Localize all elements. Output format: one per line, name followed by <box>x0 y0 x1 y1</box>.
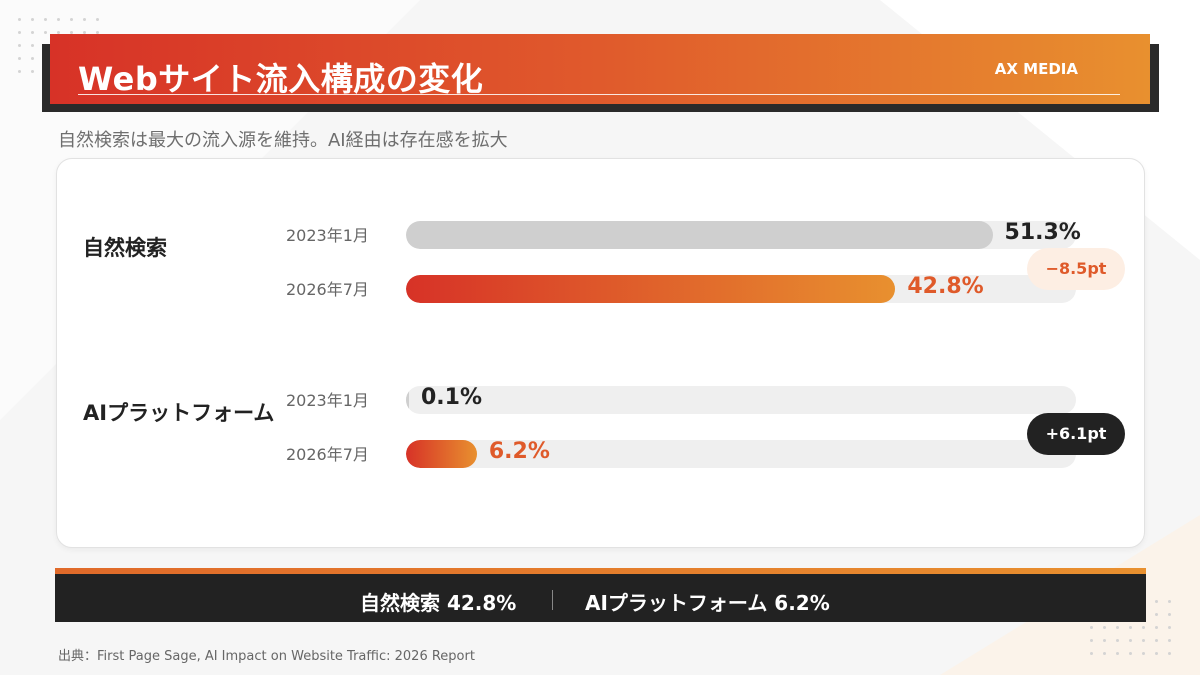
bar <box>406 275 896 303</box>
summary-natural-search: 自然検索 42.8% <box>360 591 517 615</box>
period-label: 2026年7月 <box>286 280 369 299</box>
change-badge: +6.1pt <box>1027 413 1125 455</box>
bar-track <box>406 386 1076 414</box>
group-label-ai-platform: AIプラットフォーム <box>83 401 275 425</box>
summary-ai-platform: AIプラットフォーム 6.2% <box>585 591 830 615</box>
bar-track <box>406 221 1076 249</box>
bar <box>406 386 409 414</box>
page-subtitle: 自然検索は最大の流入源を維持。AI経由は存在感を拡大 <box>58 130 508 151</box>
bar <box>406 440 477 468</box>
footer-accent-line <box>55 568 1146 574</box>
summary-bar: 自然検索 42.8% AIプラットフォーム 6.2% <box>55 574 1146 622</box>
data-label: 42.8% <box>907 274 984 299</box>
bar-track <box>406 275 1076 303</box>
chart-card: 自然検索 2023年1月 51.3% 2026年7月 42.8% −8.5pt AIプラット… <box>56 158 1145 548</box>
header-banner: Webサイト流入構成の変化 AX MEDIA <box>50 34 1150 104</box>
group-label-natural-search: 自然検索 <box>83 236 167 260</box>
data-label: 51.3% <box>1004 220 1081 245</box>
brand-label: AX MEDIA <box>994 60 1078 78</box>
period-label: 2023年1月 <box>286 391 369 410</box>
data-label: 6.2% <box>488 439 550 464</box>
change-badge: −8.5pt <box>1027 248 1125 290</box>
data-label: 0.1% <box>421 385 483 410</box>
period-label: 2026年7月 <box>286 445 369 464</box>
summary-divider <box>552 590 553 610</box>
period-label: 2023年1月 <box>286 226 369 245</box>
title-underline <box>78 94 1120 95</box>
bar-track <box>406 440 1076 468</box>
bar <box>406 221 993 249</box>
source-note: 出典：First Page Sage, AI Impact on Website… <box>58 649 475 664</box>
page-title: Webサイト流入構成の変化 <box>78 60 484 98</box>
